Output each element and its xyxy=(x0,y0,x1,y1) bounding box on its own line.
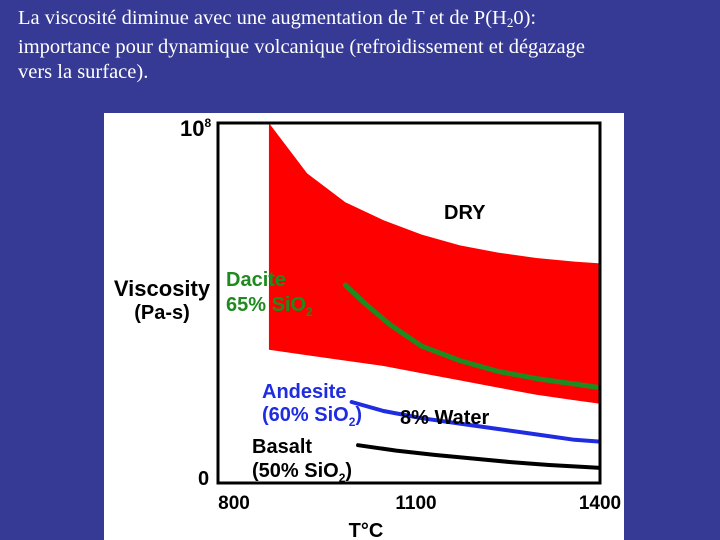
caption-line-2: importance pour dynamique volcanique (re… xyxy=(18,36,585,58)
rhyolite-label-line2: (70% SiO2) xyxy=(470,168,570,193)
basalt-label-line1: Basalt xyxy=(252,436,312,458)
y-axis-label-line1: Viscosity xyxy=(114,276,211,301)
chart-panel: 108 0 Viscosity (Pa-s) 800 1100 1400 T°C… xyxy=(104,113,624,540)
y-axis-label-line2: (Pa-s) xyxy=(134,302,190,324)
dacite-label-line1: Dacite xyxy=(226,269,286,291)
caption-line-3: vers la surface). xyxy=(18,61,149,83)
rhyolite-dry-band xyxy=(268,123,600,404)
slide-caption: La viscosité diminue avec une augmentati… xyxy=(18,6,708,85)
basalt-curve xyxy=(356,443,600,470)
x-tick-1100: 1100 xyxy=(395,493,436,514)
andesite-curve xyxy=(349,400,600,444)
andesite-label-line1: Andesite xyxy=(262,381,346,403)
y-tick-top: 108 xyxy=(180,116,211,141)
plot-frame xyxy=(216,121,602,485)
x-tick-800: 800 xyxy=(218,493,250,514)
rhyolite-label-line1: Rhyolite xyxy=(470,144,549,166)
dacite-curve xyxy=(342,282,600,391)
caption-line-1: La viscosité diminue avec une augmentati… xyxy=(18,7,537,30)
viscosity-chart: 108 0 Viscosity (Pa-s) 800 1100 1400 T°C… xyxy=(114,116,621,540)
y-tick-bottom: 0 xyxy=(198,468,209,490)
andesite-label-line2: (60% SiO2) xyxy=(262,404,362,429)
water-label: 8% Water xyxy=(400,407,490,429)
dry-label: DRY xyxy=(444,202,486,224)
x-tick-1400: 1400 xyxy=(579,493,621,514)
x-axis-label: T°C xyxy=(349,520,384,540)
basalt-label-line2: (50% SiO2) xyxy=(252,460,352,485)
dacite-label-line2: 65% SiO2 xyxy=(226,294,313,319)
